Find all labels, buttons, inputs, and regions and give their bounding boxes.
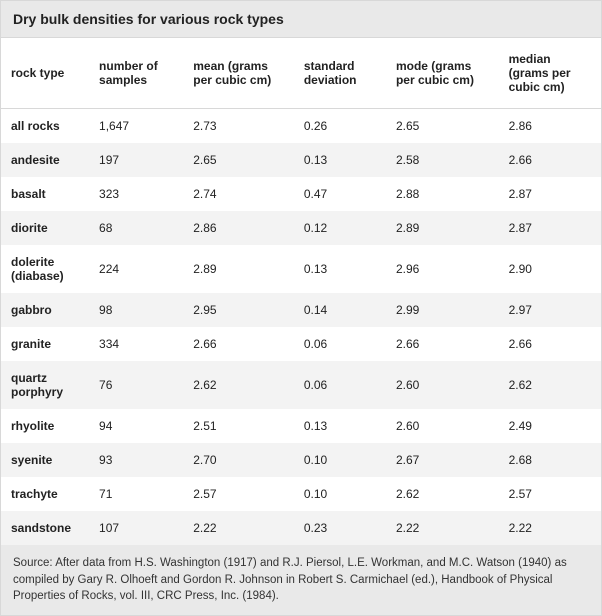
cell: 2.62 xyxy=(499,361,601,409)
cell: 2.57 xyxy=(499,477,601,511)
table-row: syenite932.700.102.672.68 xyxy=(1,443,601,477)
cell: 2.51 xyxy=(183,409,294,443)
cell: 107 xyxy=(89,511,183,545)
cell: 2.22 xyxy=(499,511,601,545)
cell: 2.66 xyxy=(386,327,499,361)
cell: 2.49 xyxy=(499,409,601,443)
cell: 98 xyxy=(89,293,183,327)
cell: 2.62 xyxy=(183,361,294,409)
cell: 94 xyxy=(89,409,183,443)
cell: diorite xyxy=(1,211,89,245)
cell: dolerite (diabase) xyxy=(1,245,89,293)
cell: 2.90 xyxy=(499,245,601,293)
cell: 2.89 xyxy=(183,245,294,293)
cell: trachyte xyxy=(1,477,89,511)
cell: 76 xyxy=(89,361,183,409)
cell: 93 xyxy=(89,443,183,477)
density-table-container: Dry bulk densities for various rock type… xyxy=(0,0,602,616)
cell: 71 xyxy=(89,477,183,511)
cell: 2.22 xyxy=(183,511,294,545)
cell: 0.10 xyxy=(294,443,386,477)
cell: 2.88 xyxy=(386,177,499,211)
cell: 0.26 xyxy=(294,109,386,144)
table-row: rhyolite942.510.132.602.49 xyxy=(1,409,601,443)
cell: 2.60 xyxy=(386,361,499,409)
cell: 1,647 xyxy=(89,109,183,144)
cell: 2.86 xyxy=(183,211,294,245)
cell: 2.67 xyxy=(386,443,499,477)
cell: 2.68 xyxy=(499,443,601,477)
cell: 68 xyxy=(89,211,183,245)
cell: 2.66 xyxy=(499,143,601,177)
cell: 2.60 xyxy=(386,409,499,443)
cell: 2.87 xyxy=(499,177,601,211)
cell: 2.86 xyxy=(499,109,601,144)
density-table: rock type number of samples mean (grams … xyxy=(1,38,601,615)
cell: 0.13 xyxy=(294,143,386,177)
col-header: median (grams per cubic cm) xyxy=(499,38,601,109)
table-row: quartz porphyry762.620.062.602.62 xyxy=(1,361,601,409)
cell: 2.97 xyxy=(499,293,601,327)
cell: 197 xyxy=(89,143,183,177)
cell: 2.99 xyxy=(386,293,499,327)
cell: sandstone xyxy=(1,511,89,545)
col-header: rock type xyxy=(1,38,89,109)
cell: 2.73 xyxy=(183,109,294,144)
table-row: basalt3232.740.472.882.87 xyxy=(1,177,601,211)
cell: 2.65 xyxy=(183,143,294,177)
cell: 0.23 xyxy=(294,511,386,545)
table-row: dolerite (diabase)2242.890.132.962.90 xyxy=(1,245,601,293)
cell: 0.13 xyxy=(294,409,386,443)
cell: rhyolite xyxy=(1,409,89,443)
source-row: Source: After data from H.S. Washington … xyxy=(1,545,601,615)
cell: 2.62 xyxy=(386,477,499,511)
cell: andesite xyxy=(1,143,89,177)
cell: all rocks xyxy=(1,109,89,144)
col-header: number of samples xyxy=(89,38,183,109)
cell: 2.22 xyxy=(386,511,499,545)
cell: 2.66 xyxy=(183,327,294,361)
cell: 2.70 xyxy=(183,443,294,477)
cell: gabbro xyxy=(1,293,89,327)
cell: 2.65 xyxy=(386,109,499,144)
cell: 323 xyxy=(89,177,183,211)
cell: 2.57 xyxy=(183,477,294,511)
col-header: mean (grams per cubic cm) xyxy=(183,38,294,109)
table-row: gabbro982.950.142.992.97 xyxy=(1,293,601,327)
cell: syenite xyxy=(1,443,89,477)
cell: 2.66 xyxy=(499,327,601,361)
cell: granite xyxy=(1,327,89,361)
cell: 2.58 xyxy=(386,143,499,177)
col-header: mode (grams per cubic cm) xyxy=(386,38,499,109)
cell: 2.74 xyxy=(183,177,294,211)
table-body: all rocks1,6472.730.262.652.86 andesite1… xyxy=(1,109,601,616)
cell: 2.89 xyxy=(386,211,499,245)
table-title: Dry bulk densities for various rock type… xyxy=(1,1,601,38)
cell: 224 xyxy=(89,245,183,293)
cell: 0.06 xyxy=(294,361,386,409)
cell: 2.87 xyxy=(499,211,601,245)
table-row: andesite1972.650.132.582.66 xyxy=(1,143,601,177)
table-row: sandstone1072.220.232.222.22 xyxy=(1,511,601,545)
cell: 0.12 xyxy=(294,211,386,245)
cell: 2.95 xyxy=(183,293,294,327)
table-row: trachyte712.570.102.622.57 xyxy=(1,477,601,511)
table-row: all rocks1,6472.730.262.652.86 xyxy=(1,109,601,144)
col-header: standard deviation xyxy=(294,38,386,109)
cell: 0.47 xyxy=(294,177,386,211)
cell: 0.14 xyxy=(294,293,386,327)
cell: 0.06 xyxy=(294,327,386,361)
cell: 2.96 xyxy=(386,245,499,293)
cell: basalt xyxy=(1,177,89,211)
source-text: Source: After data from H.S. Washington … xyxy=(1,545,601,615)
cell: quartz porphyry xyxy=(1,361,89,409)
header-row: rock type number of samples mean (grams … xyxy=(1,38,601,109)
table-row: diorite682.860.122.892.87 xyxy=(1,211,601,245)
table-row: granite3342.660.062.662.66 xyxy=(1,327,601,361)
cell: 0.10 xyxy=(294,477,386,511)
cell: 334 xyxy=(89,327,183,361)
cell: 0.13 xyxy=(294,245,386,293)
